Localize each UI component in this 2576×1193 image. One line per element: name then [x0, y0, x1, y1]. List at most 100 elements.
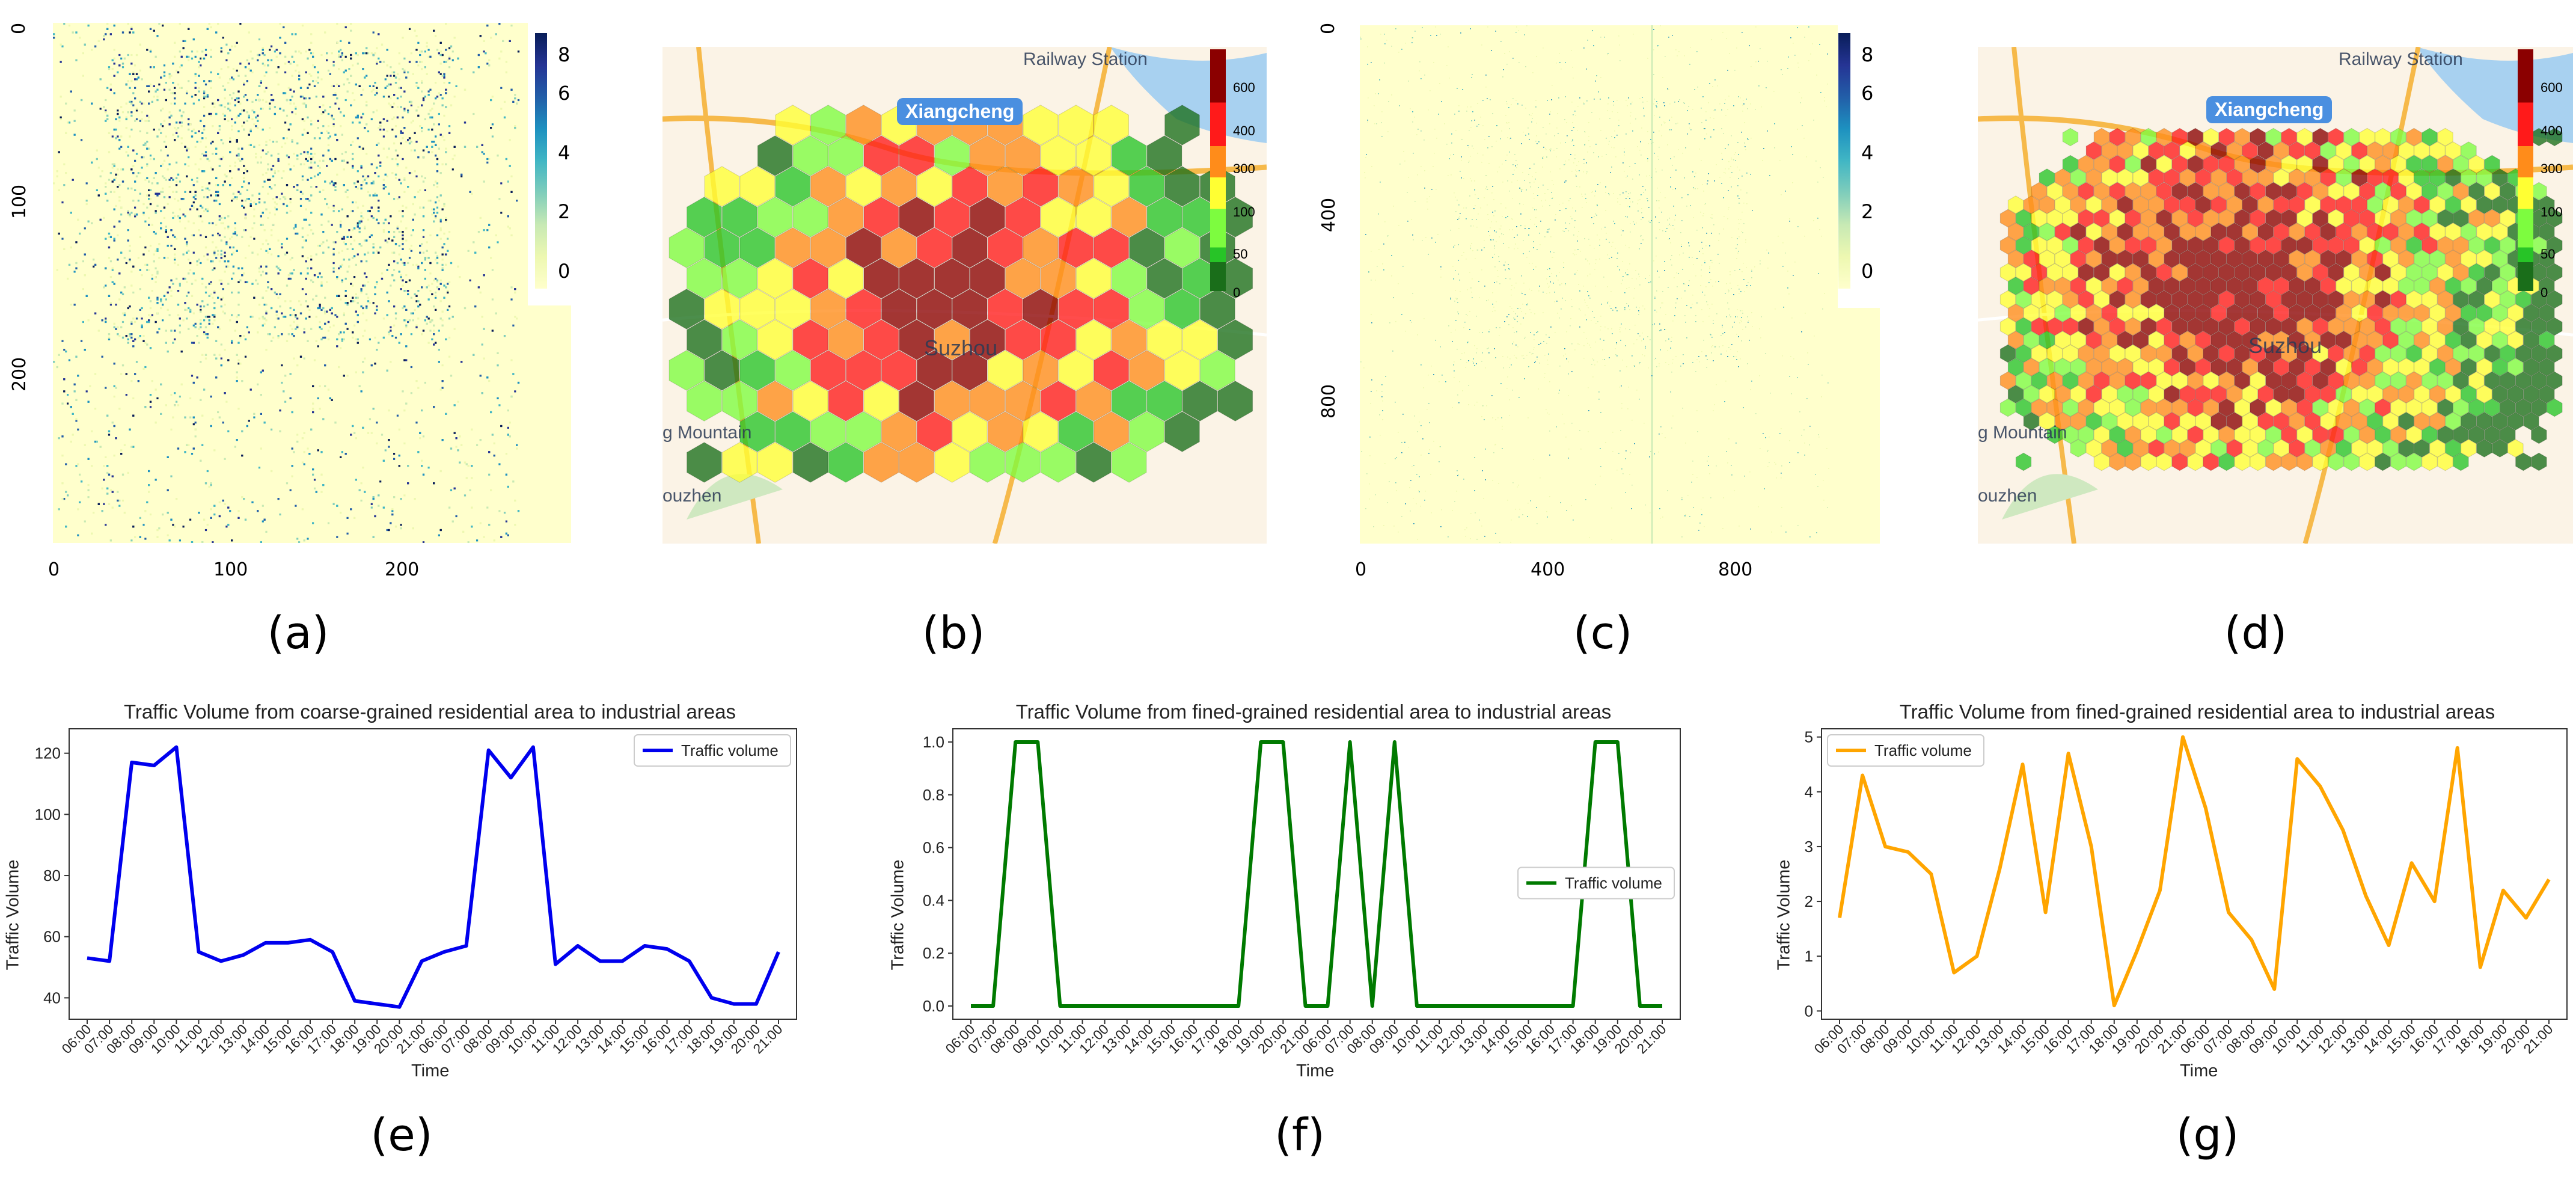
line-chart-fine-orange: 01234506:0007:0008:0009:0010:0011:0012:0… — [1805, 728, 2568, 1057]
chart-f-title: Traffic Volume from fined-grained reside… — [1015, 701, 1612, 723]
c-cbar-6: 6 — [1861, 82, 1874, 105]
chart-e-legend-label: Traffic volume — [681, 741, 779, 759]
od-matrix-fine — [1360, 25, 1880, 544]
c-xtick-400: 400 — [1531, 559, 1565, 580]
c-ytick-400: 400 — [1318, 197, 1340, 233]
map-b-cbar-600: 600 — [1233, 80, 1255, 95]
chart-e-legend-box — [634, 734, 791, 767]
c-colorbar — [1838, 33, 1850, 289]
a-cbar-0: 0 — [558, 260, 571, 283]
a-ytick-100: 100 — [9, 184, 31, 219]
caption-g: (g) — [2176, 1109, 2239, 1161]
od-matrix-fine-cells — [1360, 25, 1880, 544]
map-b-cbar-400: 400 — [1233, 123, 1255, 138]
map-d-railway-label: Railway Station — [2339, 49, 2463, 69]
map-b-zhen-label: ouzhen — [662, 486, 722, 506]
map-d-hex-cells — [1999, 127, 2563, 471]
chart-f-ytick-label: 1.0 — [923, 733, 944, 751]
map-d-mountain-label: g Mountain — [1978, 423, 2067, 443]
chart-e-ytick-label: 80 — [43, 866, 61, 885]
map-b-hex-grid — [668, 105, 1253, 483]
chart-f-legend-box — [1517, 866, 1675, 900]
chart-e-xlabel: Time — [411, 1061, 450, 1081]
chart-f-series-line — [971, 740, 1662, 1008]
chart-g-ytick-label: 2 — [1805, 892, 1813, 910]
map-b-lake — [1110, 47, 1267, 143]
c-xtick-800: 800 — [1718, 559, 1753, 580]
chart-e-ytick-label: 40 — [43, 989, 61, 1007]
map-d-lake — [2417, 47, 2573, 143]
chart-f-ylabel: Traffic Volume — [888, 859, 908, 971]
caption-c: (c) — [1573, 607, 1633, 659]
map-b-colorbar-stack — [1210, 49, 1226, 291]
map-b-city-badge: Xiangcheng — [897, 98, 1023, 125]
map-d-cbar-50: 50 — [2541, 247, 2556, 262]
map-b-cbar-300: 300 — [1233, 161, 1255, 176]
map-d-cbar-300: 300 — [2541, 161, 2563, 176]
caption-a: (a) — [267, 607, 329, 659]
chart-f-ytick-label: 0.2 — [923, 944, 944, 962]
matrix-a-cells — [53, 23, 520, 543]
chart-f-ytick-label: 0.8 — [923, 786, 944, 804]
caption-e: (e) — [370, 1109, 433, 1161]
matrix-c-cells — [1360, 25, 1829, 543]
chart-g-ylabel: Traffic Volume — [1774, 859, 1794, 971]
a-cbar-6: 6 — [558, 82, 571, 105]
map-d-hex-grid — [1999, 127, 2563, 471]
chart-g-ytick-label: 3 — [1805, 838, 1813, 856]
chart-g-ytick-label: 4 — [1805, 783, 1813, 801]
chart-g-ytick-label: 0 — [1805, 1002, 1813, 1020]
map-b-cbar-0: 0 — [1233, 285, 1241, 300]
a-xtick-0: 0 — [48, 559, 60, 580]
a-colorbar — [535, 33, 547, 289]
chart-g-legend-box — [1827, 734, 1984, 767]
map-d-zhen-label: ouzhen — [1978, 486, 2037, 506]
map-b-railway-label: Railway Station — [1023, 49, 1148, 69]
chart-f-xlabel: Time — [1296, 1061, 1335, 1081]
map-b-center-label: Suzhou — [924, 336, 998, 360]
map-d-cbar-100: 100 — [2541, 204, 2563, 219]
caption-d: (d) — [2224, 607, 2287, 659]
a-ytick-200: 200 — [9, 357, 31, 392]
od-matrix-coarse-cells — [53, 23, 571, 543]
line-chart-coarse: 40608010012006:0007:0008:0009:0010:0011:… — [35, 728, 797, 1057]
c-ytick-0: 0 — [1318, 22, 1339, 35]
line-chart-fine-binary: 0.00.20.40.60.81.006:0007:0008:0009:0010… — [923, 728, 1681, 1057]
a-xtick-200: 200 — [385, 559, 420, 580]
a-ytick-0: 0 — [8, 22, 30, 35]
a-cbar-4: 4 — [558, 141, 571, 164]
map-fine-hex: Railway Station Xiangcheng Suzhou g Moun… — [1978, 47, 2573, 544]
chart-e-ytick-label: 120 — [35, 744, 61, 762]
od-matrix-coarse — [53, 23, 571, 543]
map-d-city-badge: Xiangcheng — [2206, 96, 2333, 123]
c-cbar-0: 0 — [1861, 260, 1874, 283]
chart-g-title: Traffic Volume from fined-grained reside… — [1899, 701, 2495, 723]
chart-g-ytick-label: 1 — [1805, 947, 1813, 965]
a-xtick-100: 100 — [213, 559, 248, 580]
chart-g-xlabel: Time — [2180, 1061, 2218, 1081]
map-b-mountain-label: g Mountain — [662, 423, 752, 443]
chart-f-ytick-label: 0.4 — [923, 891, 944, 909]
caption-b: (b) — [922, 607, 985, 659]
chart-g-legend-label: Traffic volume — [1874, 741, 1972, 759]
a-cbar-2: 2 — [558, 200, 571, 223]
map-d-park — [2002, 474, 2098, 520]
chart-e-title: Traffic Volume from coarse-grained resid… — [124, 701, 736, 723]
a-cbar-8: 8 — [558, 43, 571, 66]
chart-e-ytick-label: 60 — [43, 928, 61, 946]
c-cbar-4: 4 — [1861, 141, 1874, 164]
chart-f-ytick-label: 0.0 — [923, 997, 944, 1015]
map-d-colorbar-stack — [2518, 49, 2533, 291]
map-d-cbar-0: 0 — [2541, 285, 2548, 300]
chart-f-ytick-label: 0.6 — [923, 839, 944, 857]
map-d-cbar-400: 400 — [2541, 123, 2563, 138]
c-ytick-800: 800 — [1318, 384, 1340, 419]
chart-g-ytick-label: 5 — [1805, 728, 1813, 746]
map-coarse-hex: Railway Station Xiangcheng Suzhou g Moun… — [662, 47, 1267, 544]
chart-g-series-line — [1838, 735, 2551, 1008]
chart-e-series-line — [87, 745, 780, 1009]
map-b-park — [687, 474, 783, 520]
chart-e-ytick-label: 100 — [35, 805, 61, 823]
map-d-cbar-600: 600 — [2541, 80, 2563, 95]
chart-f-legend-label: Traffic volume — [1565, 874, 1662, 892]
